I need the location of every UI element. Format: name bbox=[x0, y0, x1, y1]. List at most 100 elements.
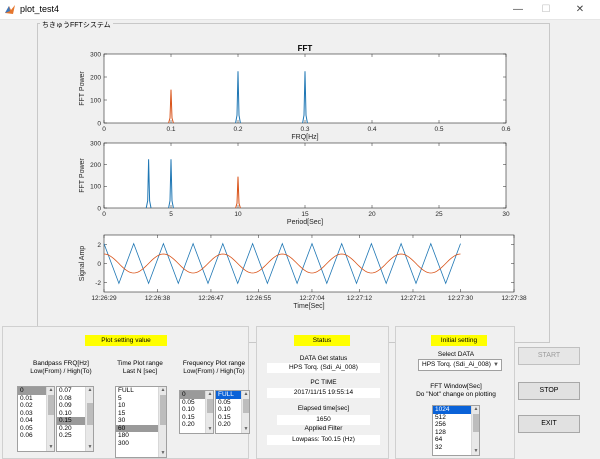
vertical-scrollbar[interactable]: ▲ ▼ bbox=[85, 387, 93, 451]
list-item[interactable]: 0.04 bbox=[20, 417, 33, 424]
time-range-listbox[interactable]: FULL 5 10 15 30 60 180 300 ▲ ▼ bbox=[115, 386, 167, 458]
list-item[interactable]: 30 bbox=[118, 417, 126, 424]
select-data-dropdown[interactable]: HPS Torq. (Sdi_Ai_008) ▼ bbox=[418, 359, 502, 371]
scroll-thumb[interactable] bbox=[48, 395, 54, 415]
list-item[interactable]: 128 bbox=[435, 428, 446, 436]
freq-low-listbox[interactable]: 0 0.05 0.10 0.15 0.20 ▲ ▼ bbox=[179, 390, 214, 434]
fft-window-listbox[interactable]: 1024 512 256 128 64 32 ▲ ▼ bbox=[432, 405, 480, 456]
y-tick-label: 0 bbox=[97, 205, 101, 212]
x-axis-label: FRQ[Hz] bbox=[291, 134, 318, 141]
list-item[interactable]: 1024 bbox=[433, 406, 479, 414]
scroll-up-icon[interactable]: ▲ bbox=[207, 391, 213, 397]
list-item[interactable]: 60 bbox=[116, 424, 166, 432]
list-item[interactable]: 0 bbox=[18, 387, 54, 395]
fft-peak bbox=[235, 71, 241, 124]
list-item[interactable]: 0.03 bbox=[20, 409, 33, 417]
vertical-scrollbar[interactable]: ▲ ▼ bbox=[158, 387, 166, 457]
list-item[interactable]: 10 bbox=[118, 402, 126, 409]
filtered-signal-line bbox=[103, 253, 461, 274]
y-axis-label: FFT Power bbox=[79, 158, 86, 193]
list-item[interactable]: 0.25 bbox=[59, 432, 72, 439]
scroll-down-icon[interactable]: ▼ bbox=[243, 426, 249, 432]
status-panel: Status DATA Get status HPS Torq. (Sdi_Ai… bbox=[256, 326, 389, 459]
x-tick-label: 0.2 bbox=[233, 126, 242, 133]
plot-axes bbox=[103, 234, 515, 293]
list-item[interactable]: 0.10 bbox=[218, 406, 231, 413]
list-item[interactable]: 0 bbox=[180, 391, 213, 399]
list-item[interactable]: 32 bbox=[435, 443, 443, 451]
data-get-value: HPS Torq. (Sdi_Ai_008) bbox=[267, 363, 380, 373]
list-item[interactable]: 512 bbox=[435, 413, 446, 421]
list-item[interactable]: 0.08 bbox=[59, 394, 72, 402]
list-item[interactable]: 64 bbox=[435, 436, 443, 443]
exit-button[interactable]: EXIT bbox=[518, 415, 580, 433]
list-item[interactable]: 0.20 bbox=[182, 421, 195, 428]
maximize-icon[interactable]: ☐ bbox=[541, 4, 551, 15]
list-item[interactable]: 0.15 bbox=[57, 417, 93, 425]
list-item[interactable]: 300 bbox=[118, 439, 129, 447]
bandpass-low-listbox[interactable]: 0 0.01 0.02 0.03 0.04 0.05 0.06 ▲ ▼ bbox=[17, 386, 55, 452]
list-item[interactable]: 0.05 bbox=[182, 398, 195, 406]
minimize-icon[interactable]: — bbox=[513, 4, 523, 15]
bandpass-high-listbox[interactable]: 0.07 0.08 0.09 0.10 0.15 0.20 0.25 ▲ ▼ bbox=[56, 386, 94, 452]
scroll-thumb[interactable] bbox=[207, 399, 213, 413]
freq-high-listbox[interactable]: FULL 0.05 0.10 0.15 0.20 ▲ ▼ bbox=[215, 390, 250, 434]
scroll-thumb[interactable] bbox=[87, 403, 93, 425]
start-button[interactable]: START bbox=[518, 347, 580, 365]
list-item[interactable]: 0.05 bbox=[218, 398, 231, 406]
scroll-down-icon[interactable]: ▼ bbox=[87, 444, 93, 450]
scroll-down-icon[interactable]: ▼ bbox=[473, 448, 479, 454]
x-tick-label: 0 bbox=[102, 126, 106, 133]
scroll-down-icon[interactable]: ▼ bbox=[48, 444, 54, 450]
list-item[interactable]: 0.15 bbox=[218, 413, 231, 421]
list-item[interactable]: 180 bbox=[118, 432, 129, 439]
x-tick-label: 0.4 bbox=[367, 126, 376, 133]
chevron-down-icon: ▼ bbox=[493, 362, 499, 368]
list-item[interactable]: 256 bbox=[435, 421, 446, 428]
scroll-up-icon[interactable]: ▲ bbox=[87, 387, 93, 393]
close-icon[interactable]: ✕ bbox=[575, 4, 585, 15]
list-item[interactable]: 0.09 bbox=[59, 402, 72, 409]
list-item[interactable]: 0.05 bbox=[20, 424, 33, 432]
scroll-thumb[interactable] bbox=[243, 399, 249, 413]
list-item[interactable]: 0.15 bbox=[182, 413, 195, 421]
scroll-up-icon[interactable]: ▲ bbox=[160, 387, 166, 393]
x-tick-label: 12:26:55 bbox=[246, 295, 272, 302]
list-item[interactable]: FULL bbox=[216, 391, 249, 399]
filter-label: Applied Filter bbox=[304, 425, 343, 432]
scroll-thumb[interactable] bbox=[160, 395, 166, 425]
list-item[interactable]: 0.20 bbox=[218, 421, 231, 428]
list-item[interactable]: 0.10 bbox=[59, 409, 72, 417]
window-title: plot_test4 bbox=[20, 4, 60, 14]
x-tick-label: 0.5 bbox=[434, 126, 443, 133]
x-tick-label: 12:27:38 bbox=[501, 295, 527, 302]
list-item[interactable]: 5 bbox=[118, 394, 122, 402]
title-bar: plot_test4 — ☐ ✕ bbox=[0, 0, 600, 20]
vertical-scrollbar[interactable]: ▲ ▼ bbox=[46, 387, 54, 451]
scroll-thumb[interactable] bbox=[473, 414, 479, 432]
scroll-up-icon[interactable]: ▲ bbox=[243, 391, 249, 397]
scroll-up-icon[interactable]: ▲ bbox=[48, 387, 54, 393]
list-item[interactable]: 0.10 bbox=[182, 406, 195, 413]
charts-canvas[interactable]: 0 0.1 0.2 0.3 0.4 0.5 0.60100200300FFTFRQ[Hz]F… bbox=[0, 20, 600, 320]
list-item[interactable]: FULL bbox=[118, 387, 134, 394]
vertical-scrollbar[interactable]: ▲ ▼ bbox=[241, 391, 249, 433]
list-item[interactable]: 0.20 bbox=[59, 424, 72, 432]
y-tick-label: -2 bbox=[95, 280, 101, 287]
list-item[interactable]: 15 bbox=[118, 409, 126, 417]
data-get-label: DATA Get status bbox=[299, 355, 348, 362]
vertical-scrollbar[interactable]: ▲ ▼ bbox=[205, 391, 213, 433]
pc-time-label: PC TIME bbox=[310, 379, 337, 386]
scroll-down-icon[interactable]: ▼ bbox=[160, 450, 166, 456]
scroll-up-icon[interactable]: ▲ bbox=[473, 406, 479, 412]
list-item[interactable]: 0.06 bbox=[20, 432, 33, 439]
x-tick-label: 0.6 bbox=[501, 126, 510, 133]
list-item[interactable]: 0.07 bbox=[59, 387, 72, 394]
stop-button[interactable]: STOP bbox=[518, 382, 580, 400]
scroll-down-icon[interactable]: ▼ bbox=[207, 426, 213, 432]
x-tick-label: 12:27:12 bbox=[347, 295, 373, 302]
list-item[interactable]: 0.01 bbox=[20, 394, 33, 402]
vertical-scrollbar[interactable]: ▲ ▼ bbox=[471, 406, 479, 455]
list-item[interactable]: 0.02 bbox=[20, 402, 33, 409]
chart-title: FFT bbox=[298, 44, 313, 53]
